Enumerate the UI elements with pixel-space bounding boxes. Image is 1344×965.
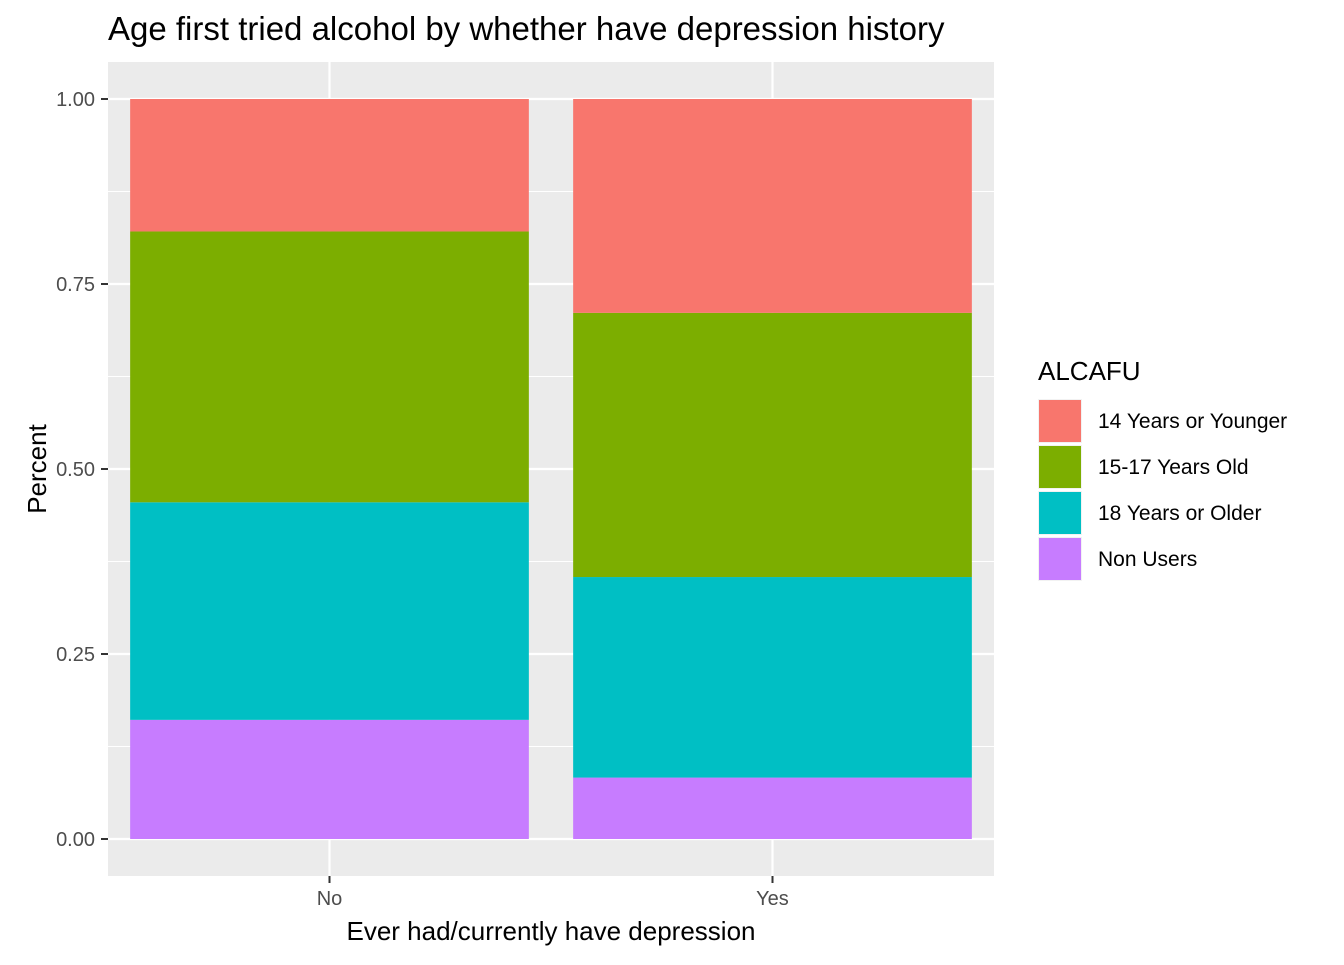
x-tick-label: No [317, 888, 343, 910]
x-axis: No Yes [317, 876, 789, 910]
bar-segment [130, 231, 529, 503]
bar-segment [130, 719, 529, 839]
y-tick-label: 0.50 [56, 459, 95, 481]
y-tick-label: 0.00 [56, 829, 95, 851]
legend-label: 15-17 Years Old [1098, 456, 1249, 479]
bar-segment [573, 312, 972, 578]
bar-segment [573, 99, 972, 313]
x-axis-label: Ever had/currently have depression [346, 916, 755, 946]
y-tick-label: 0.75 [56, 274, 95, 296]
legend-swatch [1039, 400, 1081, 442]
y-tick-label: 1.00 [56, 89, 95, 111]
bar-segment [130, 502, 529, 720]
y-axis-label: Percent [22, 423, 52, 513]
legend-swatch [1039, 538, 1081, 580]
y-tick-label: 0.25 [56, 644, 95, 666]
legend-swatch [1039, 492, 1081, 534]
x-tick-label: Yes [756, 888, 789, 910]
legend-label: 18 Years or Older [1098, 502, 1261, 525]
chart-title: Age first tried alcohol by whether have … [108, 10, 945, 47]
legend-label: 14 Years or Younger [1098, 410, 1287, 433]
bar-segments [130, 99, 972, 839]
bar-segment [130, 99, 529, 232]
legend-swatch [1039, 446, 1081, 488]
y-axis: 0.00 0.25 0.50 0.75 1.00 [56, 89, 108, 851]
legend-title: ALCAFU [1038, 356, 1141, 386]
legend-label: Non Users [1098, 548, 1197, 571]
legend: ALCAFU 14 Years or Younger 15-17 Years Ol… [1038, 356, 1287, 581]
bar-segment [573, 777, 972, 839]
bar-segment [573, 577, 972, 778]
